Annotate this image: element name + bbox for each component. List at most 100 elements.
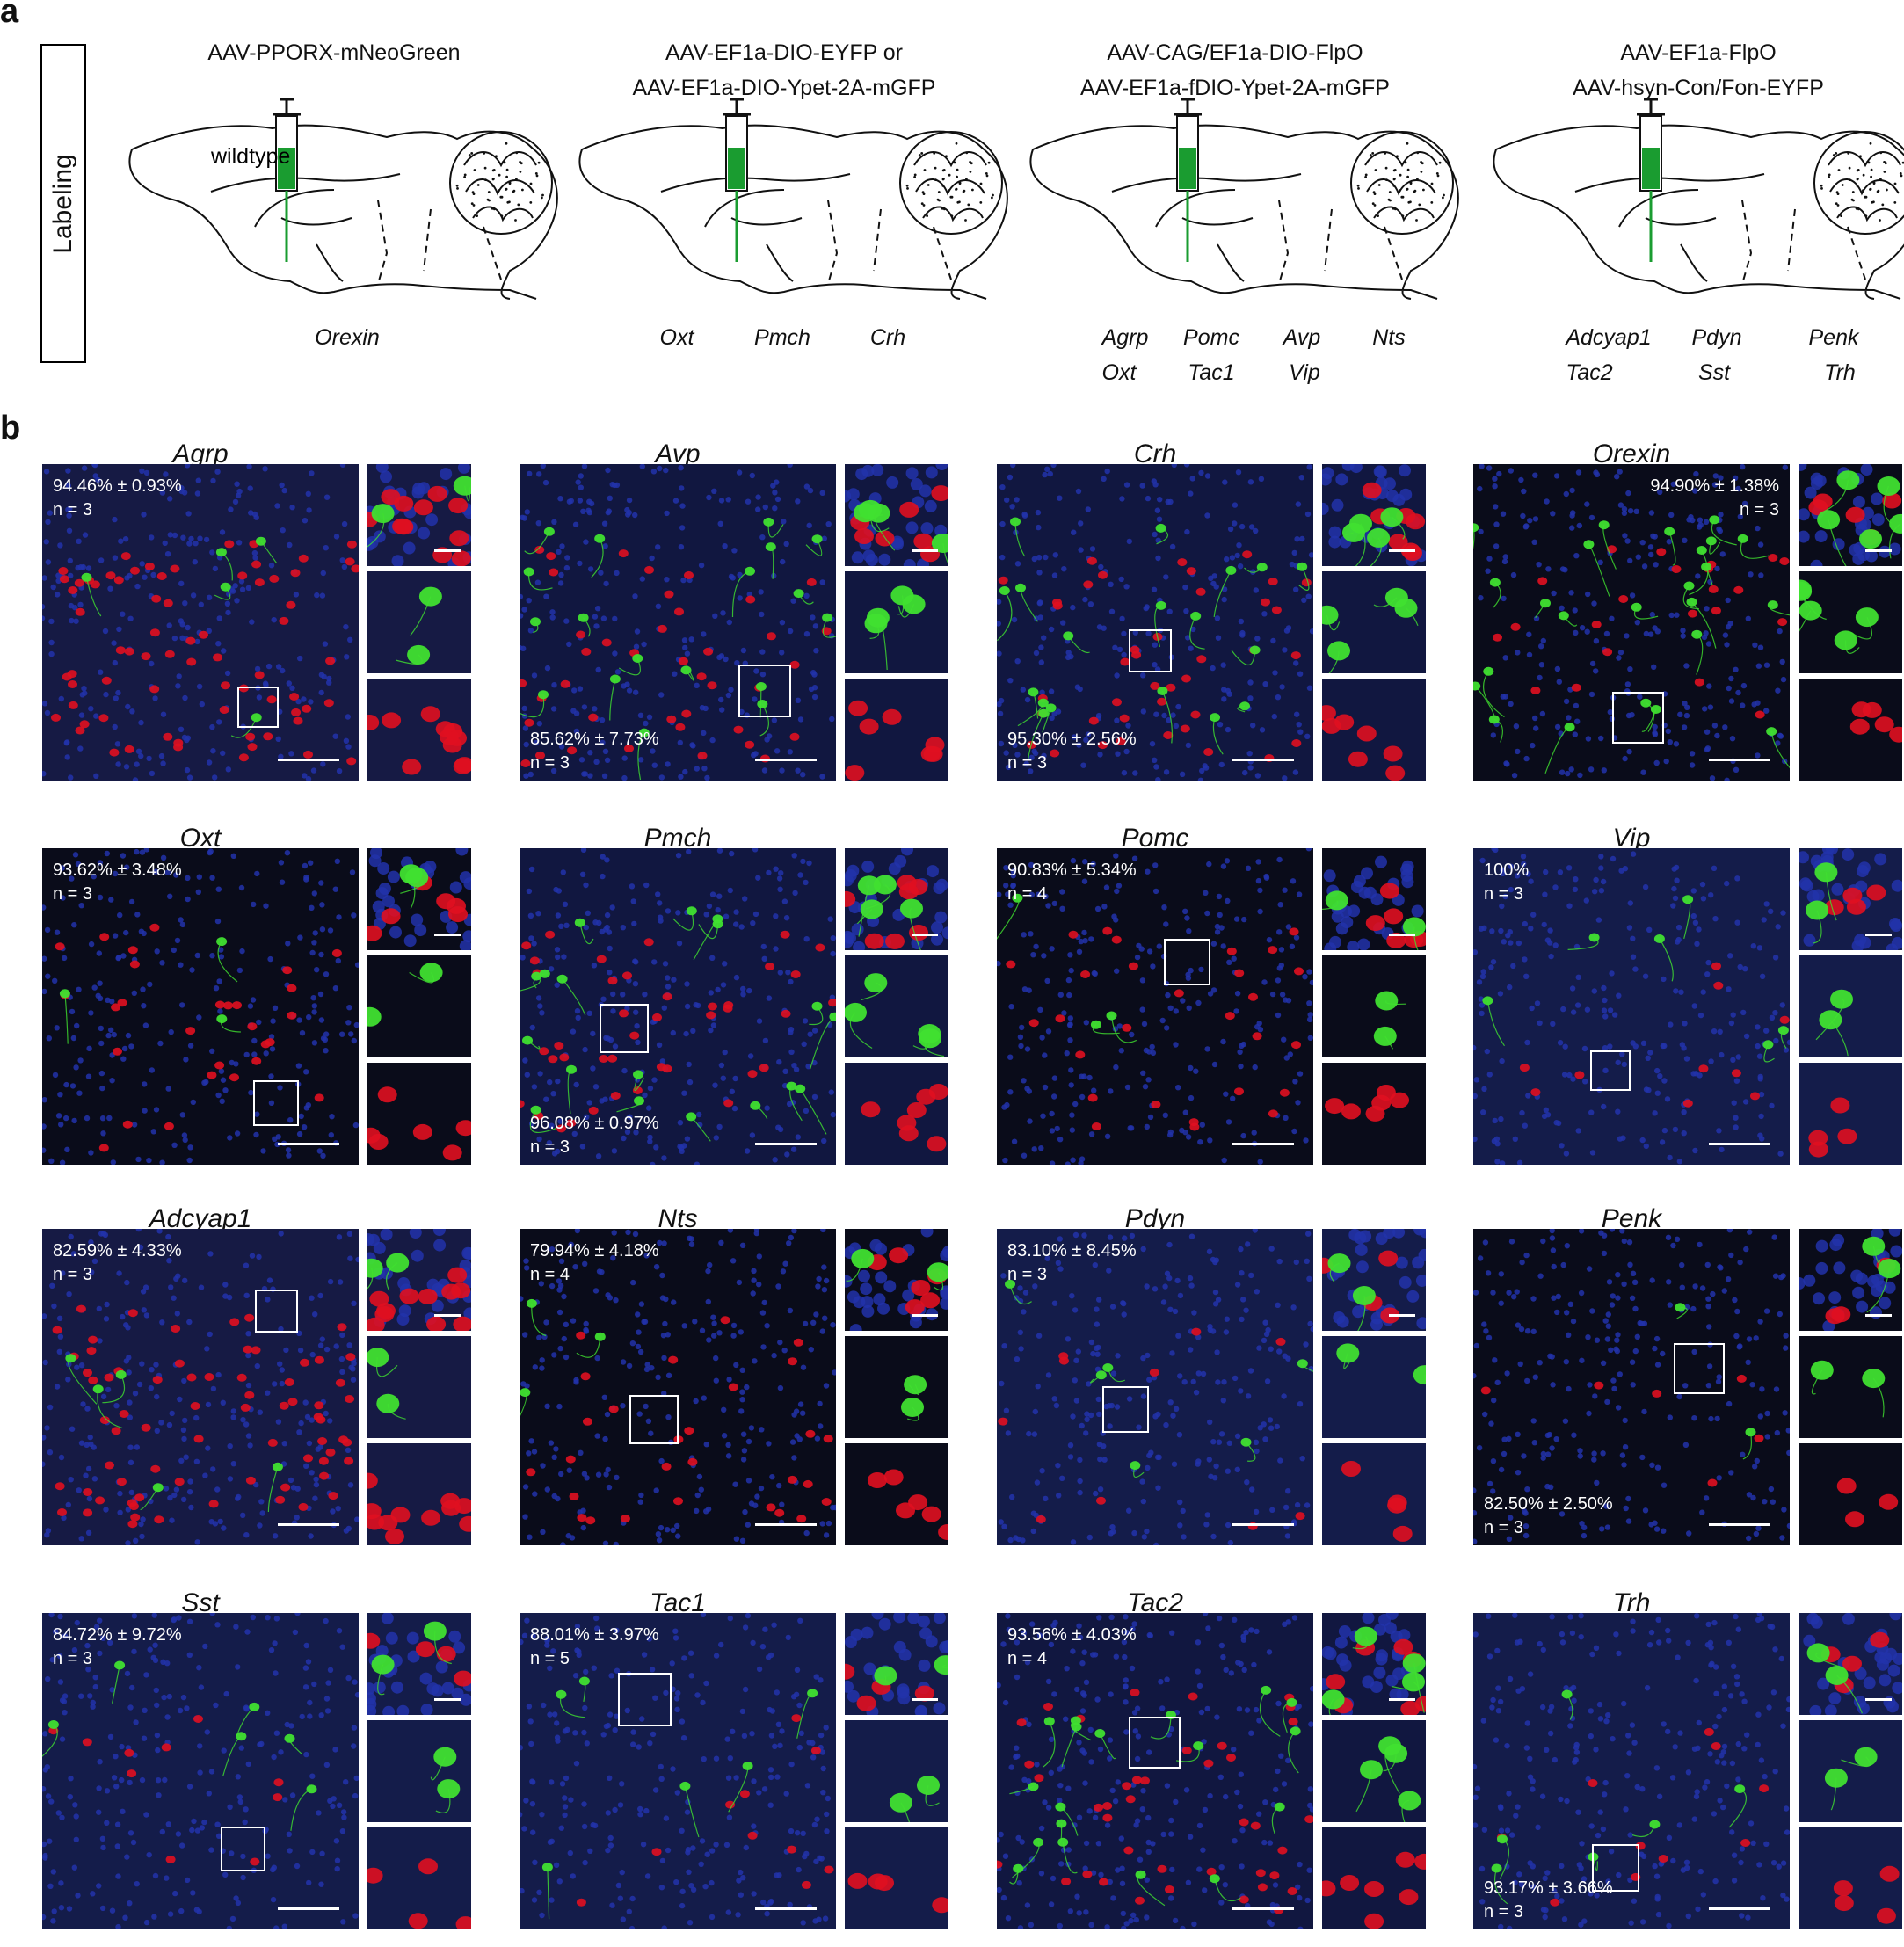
- vector-line: AAV-PPORX-mNeoGreen: [207, 40, 461, 65]
- inset-image: [1322, 571, 1426, 673]
- inset-merge: [1799, 464, 1902, 566]
- sample-count-label: n = 4: [530, 1265, 570, 1284]
- fluorescence-image: [997, 848, 1313, 1165]
- panel-orexin: Orexin 94.90% ± 1.38% n = 3: [1473, 440, 1904, 784]
- inset-image: [1322, 679, 1426, 781]
- panel-pomc: Pomc 90.83% ± 5.34% n = 4: [997, 824, 1428, 1168]
- target-gene-label: Trh: [1824, 360, 1856, 385]
- vector-line: AAV-EF1a-DIO-EYFP or: [665, 40, 903, 65]
- inset-image: [367, 1720, 471, 1822]
- inset-red: [367, 679, 471, 781]
- sample-count-label: n = 3: [530, 1137, 570, 1157]
- sagittal-brain-diagram: wildtype: [128, 98, 558, 300]
- inset-green: [845, 1336, 948, 1438]
- scale-bar: [755, 1143, 817, 1145]
- target-gene-label: Nts: [1372, 325, 1406, 350]
- inset-column: [845, 1613, 948, 1929]
- inset-image: [1799, 1336, 1902, 1438]
- vector-label: AAV-EF1a-DIO-EYFP or AAV-EF1a-DIO-Ypet-2A…: [547, 35, 1021, 105]
- sample-count-label: n = 3: [53, 1265, 93, 1284]
- inset-merge: [367, 848, 471, 950]
- colocalization-stat: 93.17% ± 3.66% n = 3: [1484, 1877, 1613, 1924]
- fluorescence-image: [520, 1613, 836, 1929]
- inset-image: [1799, 1229, 1902, 1331]
- colocalization-stat: 90.83% ± 5.34% n = 4: [1007, 859, 1137, 906]
- scale-bar: [1232, 759, 1294, 761]
- inset-image: [1322, 1827, 1426, 1929]
- fluorescence-image: [997, 1229, 1313, 1545]
- roi-box: [255, 1290, 298, 1333]
- inset-image: [1799, 955, 1902, 1057]
- colocalization-stat: 94.46% ± 0.93% n = 3: [53, 475, 182, 522]
- target-gene-label: Orexin: [315, 325, 380, 350]
- inset-green: [367, 1720, 471, 1822]
- inset-merge: [367, 1229, 471, 1331]
- fluorescence-image: [520, 464, 836, 781]
- inset-red: [1799, 679, 1902, 781]
- panel-title: Pmch: [643, 824, 712, 853]
- inset-scale-bar: [1865, 1314, 1892, 1317]
- colocalization-stat: 93.56% ± 4.03% n = 4: [1007, 1624, 1137, 1671]
- colocalization-stat: 88.01% ± 3.97% n = 5: [530, 1624, 659, 1671]
- inset-column: [1322, 1613, 1426, 1929]
- wildtype-annotation: wildtype: [210, 144, 290, 169]
- vector-line: AAV-hsyn-Con/Fon-EYFP: [1573, 76, 1824, 100]
- inset-green: [845, 571, 948, 673]
- main-image: 88.01% ± 3.97% n = 5: [520, 1613, 836, 1929]
- scale-bar: [1232, 1143, 1294, 1145]
- inset-green: [845, 1720, 948, 1822]
- inset-image: [1799, 464, 1902, 566]
- target-gene-label: Sst: [1697, 360, 1731, 385]
- percentage-label: 82.50% ± 2.50%: [1484, 1494, 1613, 1514]
- fluorescence-image: [42, 1229, 359, 1545]
- inset-image: [1322, 848, 1426, 950]
- inset-image: [845, 1063, 948, 1165]
- panel-vip: Vip 100% n = 3: [1473, 824, 1904, 1168]
- scale-bar: [1709, 759, 1770, 761]
- inset-image: [1322, 464, 1426, 566]
- inset-merge: [367, 1613, 471, 1715]
- panel-title: Agrp: [172, 440, 229, 469]
- panel-title: Avp: [655, 440, 701, 469]
- inset-merge: [1322, 1229, 1426, 1331]
- inset-red: [1322, 1063, 1426, 1165]
- inset-image: [367, 955, 471, 1057]
- inset-scale-bar: [912, 934, 938, 936]
- inset-column: [1799, 1613, 1902, 1929]
- panel-nts: Nts 79.94% ± 4.18% n = 4: [520, 1204, 950, 1549]
- percentage-label: 94.46% ± 0.93%: [53, 476, 182, 496]
- inset-merge: [1799, 1229, 1902, 1331]
- colocalization-stat: 93.62% ± 3.48% n = 3: [53, 859, 182, 906]
- inset-red: [367, 1443, 471, 1545]
- sample-count-label: n = 3: [1484, 1902, 1524, 1922]
- panel-title: Tac1: [650, 1588, 706, 1617]
- roi-box: [629, 1395, 679, 1444]
- panel-agrp: Agrp 94.46% ± 0.93% n = 3: [42, 440, 473, 784]
- sample-count-label: n = 4: [1007, 884, 1048, 904]
- target-gene-label: Tac2: [1566, 360, 1613, 385]
- fluorescence-image: [1473, 848, 1790, 1165]
- inset-image: [845, 679, 948, 781]
- inset-green: [1799, 1336, 1902, 1438]
- inset-column: [1322, 848, 1426, 1165]
- percentage-label: 90.83% ± 5.34%: [1007, 861, 1137, 880]
- inset-scale-bar: [1389, 1314, 1415, 1317]
- inset-column: [1322, 464, 1426, 781]
- inset-image: [845, 955, 948, 1057]
- vector-label: AAV-EF1a-FlpO AAV-hsyn-Con/Fon-EYFP: [1461, 35, 1904, 105]
- sample-count-label: n = 4: [1007, 1649, 1048, 1668]
- inset-red: [845, 1443, 948, 1545]
- sample-count-label: n = 3: [1007, 753, 1048, 773]
- inset-image: [845, 1336, 948, 1438]
- scale-bar: [755, 1907, 817, 1910]
- inset-column: [1799, 464, 1902, 781]
- inset-image: [1799, 1827, 1902, 1929]
- inset-green: [1322, 1720, 1426, 1822]
- inset-merge: [367, 464, 471, 566]
- target-gene-label: Oxt: [1101, 360, 1137, 385]
- inset-merge: [845, 1613, 948, 1715]
- inset-column: [367, 1229, 471, 1545]
- sample-count-label: n = 3: [53, 884, 93, 904]
- panel-tac1: Tac1 88.01% ± 3.97% n = 5: [520, 1588, 950, 1933]
- inset-column: [1799, 848, 1902, 1165]
